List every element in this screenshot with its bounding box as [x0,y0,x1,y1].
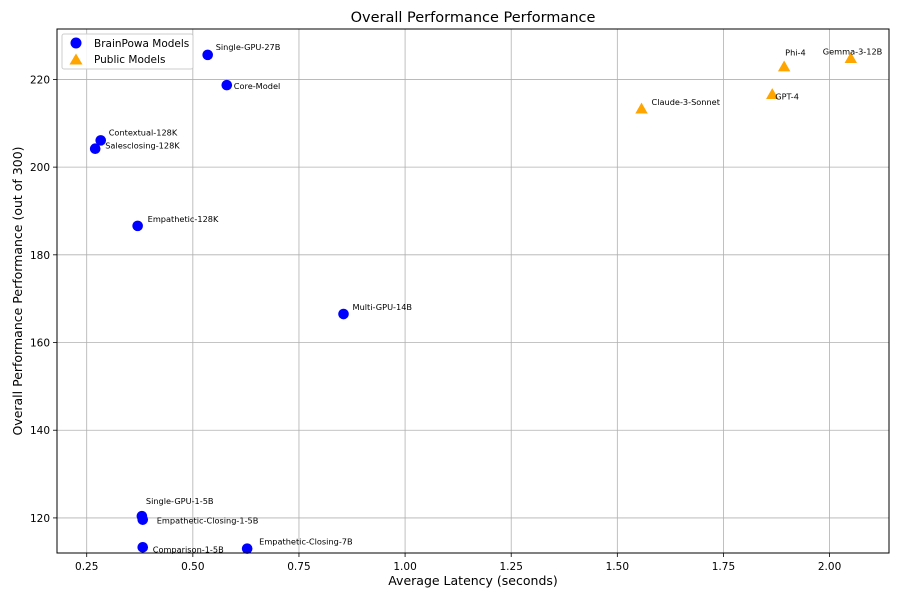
plot-frame [56,28,890,554]
x-tick-label: 1.25 [500,561,523,573]
y-tick-label: 180 [30,250,50,262]
tick-layer: 0.25 0.50 0.75 1.00 1.25 1.50 1.75 2.00 120 140 16… [30,74,841,573]
point-label-empathetic-128k: Empathetic-128K [148,214,219,224]
x-tick-label: 0.75 [287,561,310,573]
point-label-phi-4: Phi-4 [785,48,806,58]
point-salesclosing-128k [89,143,101,155]
x-tick-label: 2.00 [818,561,841,573]
legend-marker-public [69,53,83,65]
label-layer: Single-GPU-27B Core-Model Contextual-128K S… [105,42,882,554]
point-label-claude-3-sonnet: Claude-3-Sonnet [652,97,721,107]
point-gemma-3-12b [844,52,857,64]
y-tick-label: 220 [30,74,50,86]
point-label-core-model: Core-Model [234,81,280,91]
point-label-gpt-4: GPT-4 [775,91,799,101]
x-tick-label: 0.25 [75,561,98,573]
point-single-gpu-27b [202,49,213,61]
point-gpt-4 [766,88,779,99]
point-multi-gpu-14b [338,308,349,320]
x-tick-label: 1.00 [393,561,416,573]
point-label-multi-gpu-14b: Multi-GPU-14B [353,302,413,312]
x-tick-label: 0.50 [181,561,204,573]
point-label-contextual-128k: Contextual-128K [109,127,178,137]
legend: BrainPowa Models Public Models [61,33,194,70]
y-tick-label: 140 [30,425,50,437]
point-label-salesclosing-128k: Salesclosing-128K [105,141,180,151]
x-tick-label: 1.75 [712,561,735,573]
point-label-empathetic-closing-7b: Empathetic-Closing-7B [259,537,353,547]
x-tick-label: 1.50 [606,561,629,573]
y-tick-label: 200 [30,162,50,174]
point-empathetic-closing-1-5b [137,514,149,525]
point-label-single-gpu-27b: Single-GPU-27B [216,42,281,52]
y-tick-label: 160 [30,338,50,350]
legend-label-public: Public Models [94,54,165,66]
point-contextual-128k [95,135,107,146]
point-phi-4 [777,60,791,72]
legend-label-brainpowa: BrainPowa Models [94,38,189,50]
point-core-model [221,79,233,91]
y-tick-label: 120 [30,513,50,525]
point-comparison-1-5b [137,541,149,553]
point-layer [89,49,857,554]
point-empathetic-closing-7b [241,543,253,554]
point-label-comparison-1-5b: Comparison-1-5B [153,544,224,554]
point-label-gemma-3-12b: Gemma-3-12B [823,46,883,56]
legend-box [61,33,194,70]
point-claude-3-sonnet [635,102,648,114]
point-label-single-gpu-1-5b: Single-GPU-1-5B [146,496,214,506]
chart-title: Overall Performance Performance [351,10,596,26]
point-empathetic-128k [132,220,143,232]
x-axis-label: Average Latency (seconds) [388,573,558,588]
legend-marker-brainpowa [70,37,82,49]
y-axis-label: Overall Performance Performance (out of … [10,146,25,435]
grid-layer [57,29,889,553]
point-label-empathetic-closing-1-5b: Empathetic-Closing-1-5B [157,516,259,526]
